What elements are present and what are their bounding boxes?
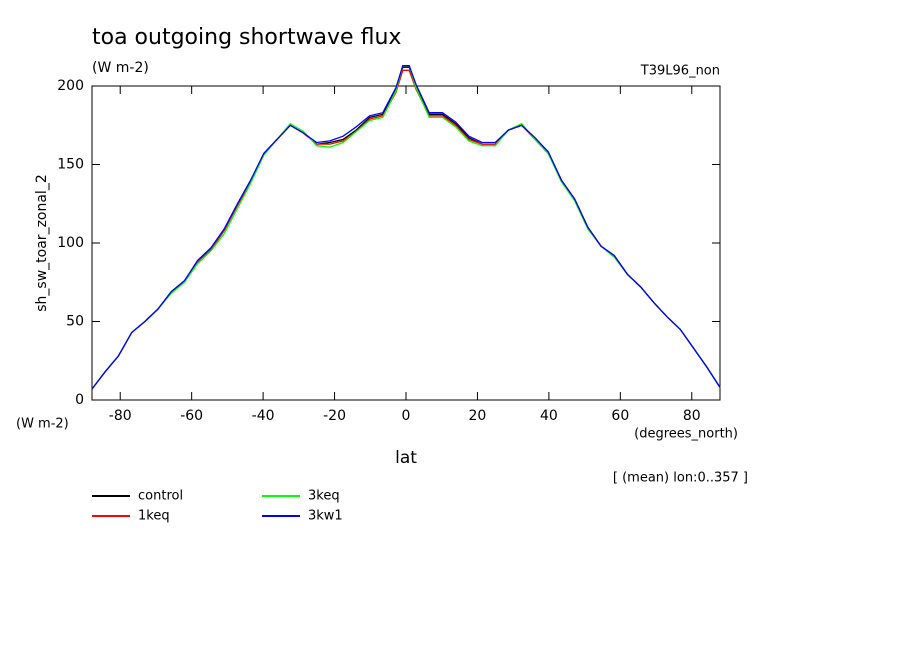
x-tick-label: -40 [252, 408, 275, 424]
x-tick-label: 80 [683, 408, 701, 424]
x-units: (degrees_north) [634, 427, 738, 442]
y-tick-label: 150 [57, 157, 84, 173]
x-tick-label: -80 [109, 408, 132, 424]
x-tick-label: 60 [611, 408, 629, 424]
legend-label: 3keq [308, 489, 340, 504]
y-tick-label: 100 [57, 235, 84, 251]
x-tick-label: 40 [540, 408, 558, 424]
x-axis-label: lat [395, 448, 417, 468]
x-tick-label: 0 [402, 408, 411, 424]
y-tick-label: 200 [57, 78, 84, 94]
series-line [91, 64, 721, 390]
note: [ (mean) lon:0..357 ] [613, 471, 748, 486]
y-tick-label: 0 [75, 392, 84, 408]
y-units: (W m-2) [16, 417, 69, 432]
x-tick-label: 20 [469, 408, 487, 424]
chart-title: toa outgoing shortwave flux [92, 25, 401, 50]
x-tick-label: -60 [180, 408, 203, 424]
y-axis-label: sh_sw_toar_zonal_2 [34, 174, 50, 311]
y-tick-label: 50 [66, 314, 84, 330]
x-tick-label: -20 [323, 408, 346, 424]
annotation: T39L96_non [640, 64, 720, 79]
legend-label: control [138, 489, 183, 504]
legend-label: 1keq [138, 509, 170, 524]
subtitle: (W m-2) [92, 60, 149, 76]
legend-label: 3kw1 [308, 509, 343, 524]
